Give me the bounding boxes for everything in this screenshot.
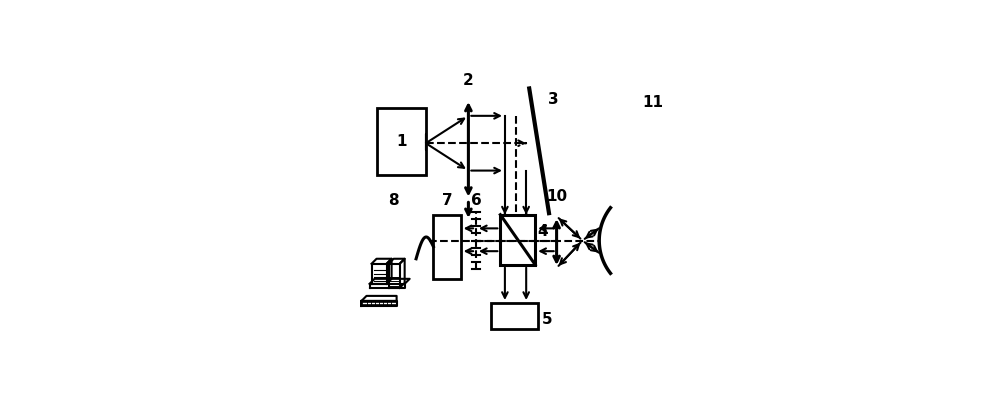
Text: 8: 8: [389, 194, 399, 209]
Bar: [377, 108, 426, 175]
Bar: [500, 215, 535, 265]
Text: 11: 11: [642, 95, 663, 110]
Text: 3: 3: [548, 92, 559, 107]
Bar: [491, 303, 538, 329]
Text: 1: 1: [396, 134, 407, 149]
Text: 6: 6: [471, 194, 481, 209]
Text: 2: 2: [463, 73, 474, 88]
Text: 7: 7: [442, 194, 452, 209]
Text: 4: 4: [538, 224, 548, 239]
Text: 10: 10: [546, 189, 567, 204]
Bar: [433, 215, 461, 278]
Text: 5: 5: [542, 312, 553, 327]
